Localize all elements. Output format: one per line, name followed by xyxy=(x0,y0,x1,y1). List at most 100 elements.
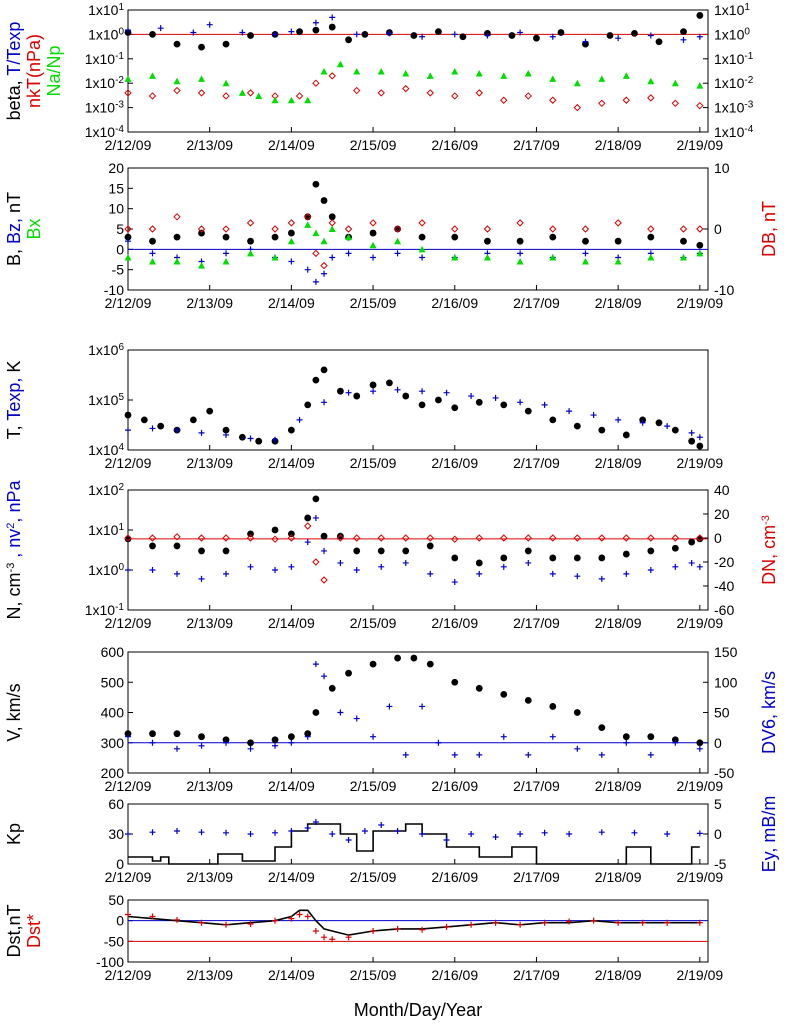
series-1 xyxy=(125,238,703,285)
data-point xyxy=(296,416,303,423)
data-point xyxy=(688,559,695,566)
data-point xyxy=(475,398,483,406)
data-point xyxy=(124,253,132,261)
data-point xyxy=(312,19,319,26)
series-0 xyxy=(124,180,704,249)
data-point xyxy=(622,431,630,439)
data-point xyxy=(222,225,230,233)
data-point xyxy=(664,423,671,430)
panel-temperature: 2/12/09 2/13/09 2/14/09 2/15/09 2/16/09 2/17/… xyxy=(4,342,723,472)
x-tick-label: 2/17/09 xyxy=(513,869,560,885)
data-point xyxy=(287,96,295,104)
data-point xyxy=(321,673,328,680)
data-point xyxy=(573,422,581,430)
x-tick-label: 2/17/09 xyxy=(513,455,560,471)
data-point xyxy=(696,82,704,89)
data-point xyxy=(328,684,336,692)
data-point xyxy=(573,554,581,562)
data-point xyxy=(525,559,532,566)
x-tick-label: 2/16/09 xyxy=(431,615,478,631)
data-point xyxy=(622,72,630,79)
data-point xyxy=(402,751,409,758)
data-point xyxy=(272,436,279,443)
data-point xyxy=(484,237,491,245)
data-point xyxy=(198,829,205,836)
data-point xyxy=(516,237,524,245)
data-point xyxy=(222,736,230,744)
x-tick-label: 2/15/09 xyxy=(350,455,397,471)
x-tick-label: 2/19/09 xyxy=(676,778,723,794)
data-point xyxy=(288,828,295,834)
data-point xyxy=(475,69,483,77)
data-point xyxy=(149,237,156,245)
data-point xyxy=(696,442,704,450)
series-2 xyxy=(124,522,704,584)
data-point xyxy=(647,547,655,555)
data-point xyxy=(426,534,434,542)
data-point xyxy=(353,68,361,75)
y-tick-label: 1x105 xyxy=(88,392,124,409)
data-point xyxy=(345,250,352,257)
y-tick-label: 60 xyxy=(108,796,124,812)
data-point xyxy=(223,829,230,836)
data-point xyxy=(197,89,206,97)
data-point xyxy=(492,394,499,401)
data-point xyxy=(174,570,181,577)
data-point xyxy=(312,661,319,668)
data-point xyxy=(239,29,246,36)
x-tick-label: 2/12/09 xyxy=(105,455,152,471)
y-tick-label: 1x10-4 xyxy=(85,124,125,141)
data-point xyxy=(223,570,230,577)
x-tick-label: 2/19/09 xyxy=(676,615,723,631)
x-tick-label: 2/14/09 xyxy=(268,455,315,471)
y2-axis-label: DN, cm-3 xyxy=(759,515,779,585)
x-tick-label: 2/16/09 xyxy=(431,967,478,983)
data-point xyxy=(304,266,311,273)
data-point xyxy=(320,237,328,245)
data-point xyxy=(198,75,206,82)
data-point xyxy=(573,103,582,112)
data-point xyxy=(598,75,606,82)
data-point xyxy=(574,745,581,752)
data-point xyxy=(418,233,426,241)
data-point xyxy=(680,237,687,245)
series-0 xyxy=(128,823,700,865)
data-point xyxy=(573,709,581,716)
data-point xyxy=(451,751,458,758)
y-axis-label-2: Dst* xyxy=(24,914,44,948)
data-point xyxy=(198,429,205,436)
data-point xyxy=(370,928,377,934)
data-point xyxy=(198,43,205,51)
data-point xyxy=(696,745,703,752)
data-point xyxy=(336,534,345,542)
data-point xyxy=(500,733,507,740)
data-point xyxy=(426,660,434,668)
y-tick-label: 10 xyxy=(108,201,124,217)
y-axis-label: Kp xyxy=(4,823,24,845)
data-point xyxy=(336,387,344,395)
data-point xyxy=(353,534,361,542)
data-point xyxy=(148,225,157,233)
data-point xyxy=(443,923,450,930)
plot-frame xyxy=(127,489,709,611)
data-point xyxy=(459,33,467,41)
data-point xyxy=(272,742,279,749)
y-tick-label: 200 xyxy=(101,765,125,781)
data-point xyxy=(443,389,450,396)
data-point xyxy=(475,684,483,692)
x-tick-label: 2/12/09 xyxy=(105,869,152,885)
data-point xyxy=(639,919,646,926)
y-tick-label: -5 xyxy=(112,262,125,278)
data-point xyxy=(344,225,353,233)
data-point xyxy=(631,29,638,37)
data-point xyxy=(549,554,557,562)
data-point xyxy=(598,534,606,542)
data-point xyxy=(377,534,385,542)
data-point xyxy=(476,751,483,758)
data-point xyxy=(125,911,131,918)
data-point xyxy=(435,739,442,746)
y-axis-label: T, Texp, K xyxy=(4,361,24,440)
data-point xyxy=(696,830,703,837)
data-point xyxy=(287,530,295,538)
data-point xyxy=(125,238,131,245)
